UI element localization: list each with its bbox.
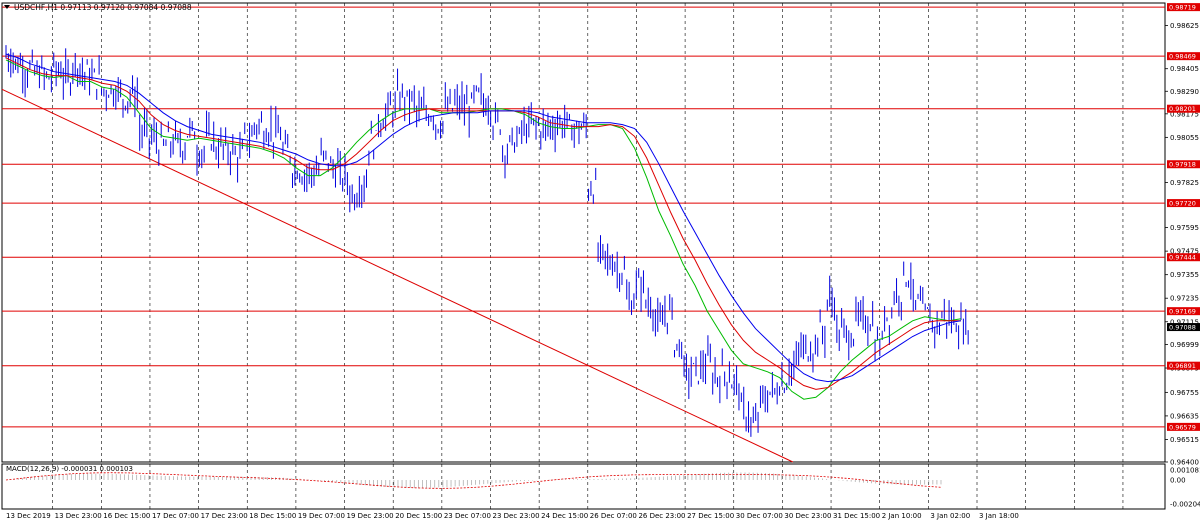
macd-frame [1,463,1166,510]
price-label: 0.98625 [1170,22,1199,30]
chart-grid [1,2,1166,510]
time-axis: 13 Dec 2019 13 Dec 23:00 16 Dec 15:00 17 De… [6,512,1019,520]
price-label: 0.96755 [1170,389,1199,397]
time-label: 30 Dec 23:00 [784,512,831,520]
price-bars [5,45,969,437]
price-label: 0.97475 [1170,248,1199,256]
level-tag [1167,52,1200,61]
level-tag-text: 0.96891 [1169,362,1196,370]
moving-averages [5,53,962,400]
time-label: 23 Dec 07:00 [444,512,491,520]
level-tag-text: 0.98201 [1169,105,1196,113]
time-label: 31 Dec 15:00 [833,512,880,520]
time-label: 19 Dec 23:00 [347,512,394,520]
macd-axis-label: -0.002043 [1170,501,1200,509]
price-axis: 0.98625 0.98405 0.98290 0.98175 0.98055 0.978… [1165,22,1199,467]
level-tag [1167,422,1200,431]
level-tag [1167,160,1200,169]
level-tag [1167,253,1200,262]
level-tags: 0.98719 0.98469 0.98201 0.97918 0.97720 0.974… [1167,3,1200,431]
level-tag [1167,199,1200,208]
macd-axis-label: 0.001081 [1170,467,1200,475]
level-tag-text: 0.97720 [1169,200,1196,208]
level-tag-text: 0.96579 [1169,423,1196,431]
time-label: 26 Dec 23:00 [638,512,685,520]
moving-average-line [5,59,962,400]
price-label: 0.96635 [1170,412,1199,420]
time-label: 24 Dec 15:00 [541,512,588,520]
time-label: 16 Dec 15:00 [103,512,150,520]
level-tag-text: 0.97918 [1169,161,1196,169]
price-label: 0.96515 [1170,436,1199,444]
price-label: 0.97115 [1170,318,1199,326]
macd-signal-line [5,472,942,489]
level-tag-text: 0.98469 [1169,53,1196,61]
level-tag-text: 0.97444 [1169,254,1196,262]
price-label: 0.98175 [1170,110,1199,118]
current-price-text: 0.97088 [1169,324,1196,332]
current-price-tag [1167,323,1200,332]
time-label: 26 Dec 07:00 [590,512,637,520]
moving-average-line [5,53,962,383]
time-label: 13 Dec 2019 [6,512,51,520]
time-label: 13 Dec 23:00 [55,512,102,520]
level-tag [1167,361,1200,370]
time-label: 23 Dec 23:00 [493,512,540,520]
price-label: 0.97355 [1170,271,1199,279]
level-tag [1167,3,1200,12]
price-label: 0.97825 [1170,179,1199,187]
macd-label: MACD(12,26,9) -0.000031 0.000103 [6,465,133,473]
level-tag-text: 0.98719 [1169,4,1196,12]
time-label: 2 Jan 10:00 [882,512,922,520]
price-label: 0.98405 [1170,65,1199,73]
time-label: 27 Dec 15:00 [687,512,734,520]
main-plot-frame [1,2,1166,463]
level-tag [1167,307,1200,316]
trend-line-segment[interactable] [1,88,794,463]
collapse-triangle-icon[interactable] [4,5,10,9]
price-label: 0.96400 [1170,459,1199,467]
time-label: 3 Jan 02:00 [930,512,970,520]
time-label: 18 Dec 15:00 [249,512,296,520]
price-label: 0.98290 [1170,88,1199,96]
price-label: 0.98055 [1170,134,1199,142]
horizontal-levels [2,6,1165,428]
time-label: 17 Dec 07:00 [152,512,199,520]
macd-panel: 0.001081 0.00 -0.002043 [5,467,1200,509]
chart-header: USDCHF,H1 0.97113 0.97120 0.97084 0.9708… [14,3,192,12]
price-label: 0.96999 [1170,341,1199,349]
time-label: 19 Dec 07:00 [298,512,345,520]
time-label: 20 Dec 15:00 [395,512,442,520]
time-label: 3 Jan 18:00 [979,512,1019,520]
price-label: 0.97235 [1170,295,1199,303]
price-label: 0.97595 [1170,224,1199,232]
level-tag [1167,104,1200,113]
time-label: 30 Dec 07:00 [736,512,783,520]
trend-line [1,88,794,463]
level-tag-text: 0.97169 [1169,308,1196,316]
macd-axis-label: 0.00 [1170,477,1186,485]
time-label: 17 Dec 23:00 [201,512,248,520]
moving-average-line [5,57,961,390]
